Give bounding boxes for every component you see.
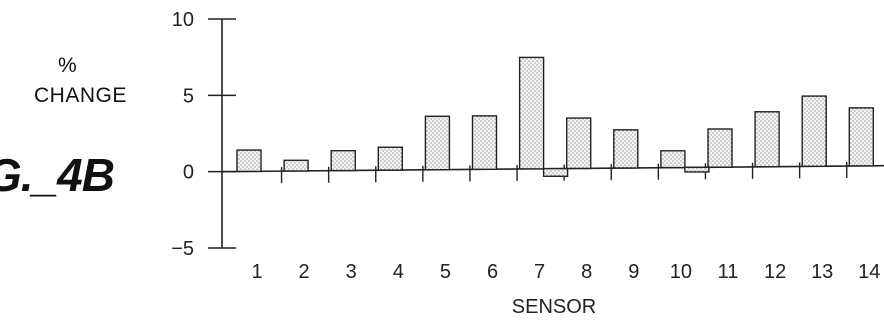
x-tick-label: 6 (487, 261, 498, 283)
bar (518, 56, 545, 170)
y-axis-label-symbol: % (58, 54, 77, 77)
y-tick-label: 0 (183, 162, 194, 184)
bar (377, 146, 403, 171)
bar (613, 129, 639, 169)
x-tick-label: 10 (670, 261, 692, 283)
negative-bar (684, 166, 710, 173)
x-tick-label: 4 (393, 261, 404, 283)
x-axis-label: SENSOR (512, 296, 596, 318)
bar (471, 115, 498, 170)
x-tick-label: 14 (858, 261, 880, 283)
bar (283, 159, 309, 172)
bar (424, 115, 451, 171)
x-tick-label: 8 (581, 261, 592, 283)
negative-bar (542, 167, 569, 177)
bar (801, 95, 827, 167)
x-tick-label: 2 (299, 261, 310, 283)
figure-label: G._4B (0, 149, 115, 201)
bar (848, 107, 874, 167)
y-tick-label: 10 (172, 9, 194, 31)
y-tick-label: −5 (171, 238, 194, 260)
bar (330, 150, 356, 172)
bar (707, 128, 733, 168)
y-tick-label: 5 (183, 85, 194, 107)
x-tick-label: 3 (346, 261, 357, 283)
bar (754, 111, 780, 168)
x-tick-label: 7 (534, 261, 545, 283)
x-tick-label: 5 (440, 261, 451, 283)
bar (566, 117, 592, 170)
y-axis-label: CHANGE (34, 84, 127, 107)
x-tick-label: 12 (764, 261, 786, 283)
bar (660, 150, 686, 169)
x-tick-label: 1 (251, 261, 262, 283)
x-tick-label: 13 (811, 261, 833, 283)
x-tick-label: 9 (628, 261, 639, 283)
x-tick-label: 11 (718, 261, 739, 283)
bar (236, 149, 262, 173)
